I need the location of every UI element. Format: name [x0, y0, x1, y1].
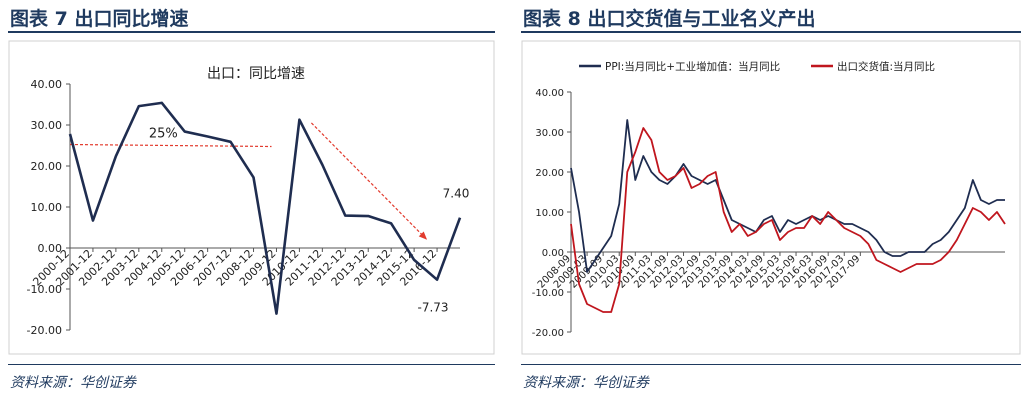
left-decline-arrowhead: [418, 231, 428, 240]
legend-label-ppi-industrial: PPI:当月同比+工业增加值：当月同比: [605, 60, 780, 73]
left-annotations: 25%: [69, 122, 428, 241]
left-label-last-value: 7.40: [443, 187, 470, 201]
left-source-rule: [8, 364, 495, 365]
right-series: [570, 119, 1006, 313]
right-y-tick-label: 0.00: [542, 248, 564, 259]
right-export-delivery-chart: PPI:当月同比+工业增加值：当月同比 出口交货值:当月同比 -20.00 -10.…: [521, 40, 1021, 355]
left-y-tick-label: 20.00: [31, 160, 63, 173]
legend-label-export-delivery: 出口交货值:当月同比: [837, 60, 935, 73]
left-figure-heading: 图表 7 出口同比增速: [10, 8, 189, 30]
right-export-delivery-line: [570, 127, 1006, 313]
right-y-tick-label: -10.00: [532, 288, 564, 299]
left-heading-rule: [8, 31, 495, 33]
right-figure-heading: 图表 8 出口交货值与工业名义产出: [523, 8, 816, 30]
left-export-growth-line: [68, 101, 462, 315]
right-source-rule: [521, 364, 1021, 365]
right-y-tick-label: 20.00: [535, 168, 564, 179]
left-25pct-dashed-line: [69, 143, 272, 148]
right-y-tick-label: -20.00: [532, 328, 564, 339]
right-chart-frame: [521, 40, 1021, 355]
right-legend: PPI:当月同比+工业增加值：当月同比 出口交货值:当月同比: [579, 60, 935, 73]
right-y-tick-label: 40.00: [535, 88, 564, 99]
left-chart-frame: [8, 40, 495, 355]
left-y-tick-label: 40.00: [31, 78, 63, 91]
left-decline-arrow-line: [310, 122, 428, 241]
left-y-tick-label: -10.00: [27, 283, 62, 296]
left-y-tick-label: 10.00: [31, 201, 63, 214]
right-y-tick-label: 30.00: [535, 128, 564, 139]
left-source-note: 资料来源：华创证券: [10, 375, 136, 391]
left-y-tick-label: 0.00: [38, 242, 63, 255]
left-chart-title: 出口：同比增速: [207, 66, 305, 82]
right-ppi-industrial-line: [570, 119, 1005, 273]
left-export-growth-chart: 出口：同比增速 -20.00 -10.00 0.00 10.00 20.00 30.00 4…: [8, 40, 495, 355]
right-source-note: 资料来源：华创证券: [523, 375, 649, 391]
left-series: [68, 101, 462, 315]
left-y-tick-label: 30.00: [31, 119, 63, 132]
left-25pct-label: 25%: [149, 127, 178, 142]
right-heading-rule: [521, 31, 1021, 33]
left-y-tick-label: -20.00: [27, 324, 62, 337]
left-label-min-value: -7.73: [418, 301, 449, 315]
left-data-labels: 7.40 -7.73: [418, 187, 470, 315]
right-y-tick-label: 10.00: [535, 208, 564, 219]
left-axes: -20.00-10.000.0010.0020.0030.0040.002000…: [27, 78, 460, 337]
